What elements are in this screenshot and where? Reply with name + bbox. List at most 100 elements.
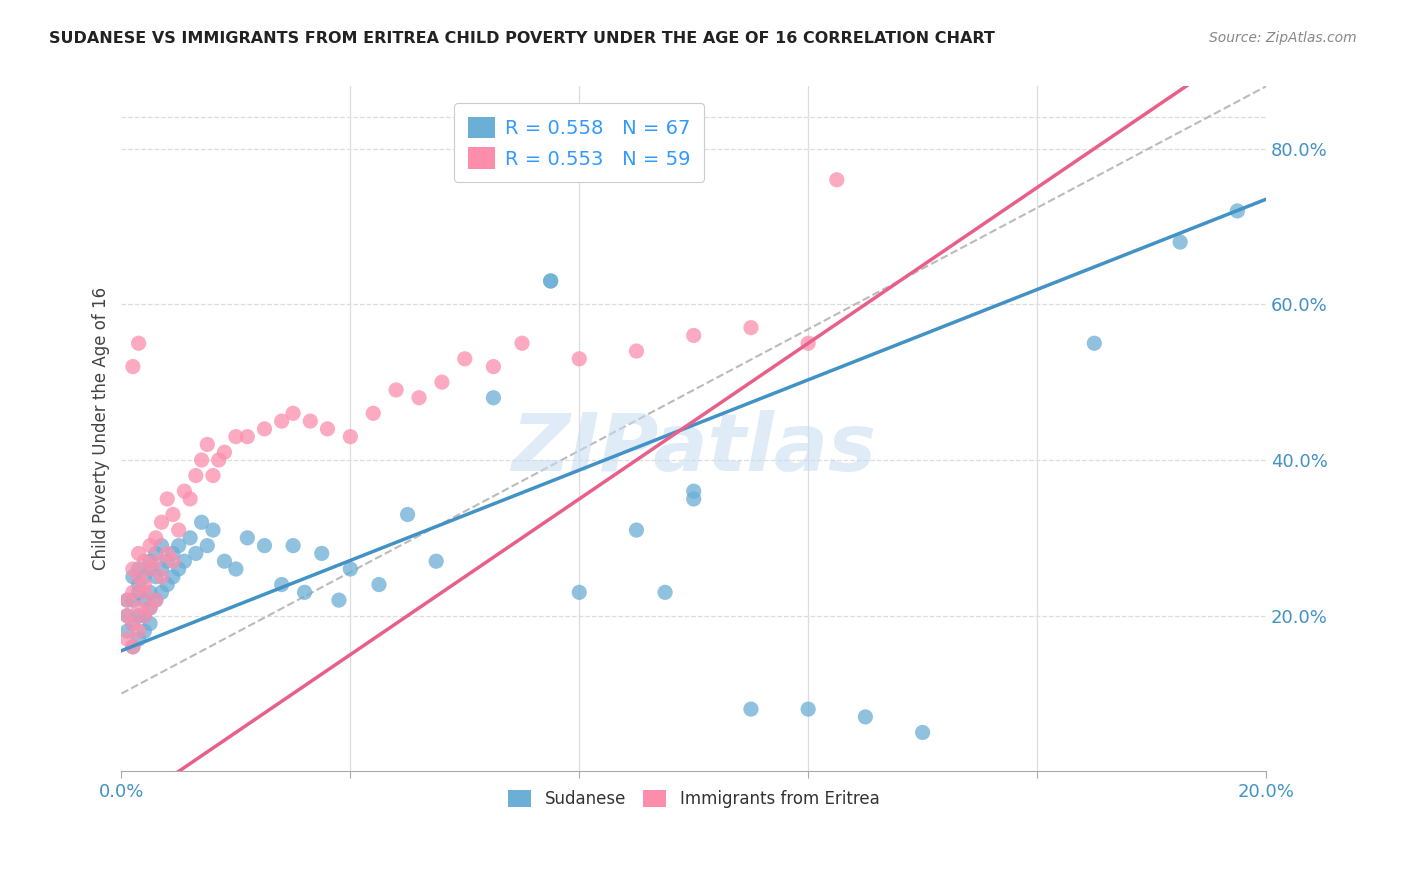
Point xyxy=(122,359,145,374)
Point xyxy=(134,554,156,568)
Point xyxy=(1226,203,1249,218)
Point xyxy=(162,554,184,568)
Point xyxy=(797,336,820,351)
Point xyxy=(236,531,259,545)
Point xyxy=(156,577,179,591)
Point xyxy=(270,577,292,591)
Point xyxy=(454,351,477,366)
Point xyxy=(122,585,145,599)
Point xyxy=(225,430,247,444)
Y-axis label: Child Poverty Under the Age of 16: Child Poverty Under the Age of 16 xyxy=(93,287,110,570)
Point xyxy=(115,593,138,607)
Point xyxy=(128,336,150,351)
Point xyxy=(339,430,361,444)
Point xyxy=(139,601,162,615)
Point xyxy=(740,702,762,716)
Point xyxy=(214,554,236,568)
Point xyxy=(179,531,201,545)
Point xyxy=(626,523,648,537)
Point xyxy=(122,616,145,631)
Point xyxy=(128,608,150,623)
Point xyxy=(482,391,505,405)
Point xyxy=(128,624,150,639)
Point xyxy=(156,554,179,568)
Point xyxy=(139,554,162,568)
Point xyxy=(139,539,162,553)
Point xyxy=(911,725,934,739)
Point xyxy=(128,570,150,584)
Point xyxy=(682,328,704,343)
Point xyxy=(682,491,704,506)
Point xyxy=(361,406,384,420)
Point xyxy=(145,531,167,545)
Point xyxy=(167,562,190,576)
Point xyxy=(328,593,350,607)
Point xyxy=(184,546,207,560)
Point xyxy=(270,414,292,428)
Point xyxy=(339,562,361,576)
Point xyxy=(139,616,162,631)
Point xyxy=(173,554,195,568)
Point xyxy=(311,546,333,560)
Point xyxy=(134,608,156,623)
Point xyxy=(122,593,145,607)
Point xyxy=(150,562,173,576)
Text: SUDANESE VS IMMIGRANTS FROM ERITREA CHILD POVERTY UNDER THE AGE OF 16 CORRELATIO: SUDANESE VS IMMIGRANTS FROM ERITREA CHIL… xyxy=(49,31,995,46)
Point xyxy=(236,430,259,444)
Point xyxy=(299,414,322,428)
Point xyxy=(201,468,224,483)
Point xyxy=(139,562,162,576)
Point xyxy=(425,554,447,568)
Point xyxy=(134,570,156,584)
Point xyxy=(568,585,591,599)
Point xyxy=(139,585,162,599)
Text: ZIPatlas: ZIPatlas xyxy=(512,410,876,489)
Point xyxy=(156,546,179,560)
Point xyxy=(568,351,591,366)
Point xyxy=(115,593,138,607)
Point xyxy=(128,546,150,560)
Point xyxy=(855,710,877,724)
Point xyxy=(150,539,173,553)
Point xyxy=(1168,235,1191,249)
Point xyxy=(128,577,150,591)
Point xyxy=(316,422,339,436)
Point xyxy=(150,585,173,599)
Point xyxy=(195,539,218,553)
Legend: Sudanese, Immigrants from Eritrea: Sudanese, Immigrants from Eritrea xyxy=(502,783,886,814)
Point xyxy=(128,562,150,576)
Point xyxy=(162,508,184,522)
Point xyxy=(385,383,408,397)
Point xyxy=(408,391,430,405)
Point xyxy=(253,539,276,553)
Point xyxy=(115,608,138,623)
Point xyxy=(134,577,156,591)
Point xyxy=(122,640,145,654)
Point xyxy=(167,539,190,553)
Point xyxy=(134,593,156,607)
Point xyxy=(190,453,212,467)
Point xyxy=(740,320,762,334)
Point xyxy=(128,585,150,599)
Point xyxy=(208,453,231,467)
Point xyxy=(368,577,391,591)
Point xyxy=(281,406,304,420)
Point xyxy=(482,359,505,374)
Point xyxy=(253,422,276,436)
Point xyxy=(214,445,236,459)
Point xyxy=(540,274,562,288)
Point xyxy=(150,570,173,584)
Point xyxy=(145,546,167,560)
Point xyxy=(122,562,145,576)
Point xyxy=(654,585,676,599)
Point xyxy=(167,523,190,537)
Point xyxy=(201,523,224,537)
Point xyxy=(115,624,138,639)
Point xyxy=(122,570,145,584)
Point xyxy=(128,632,150,646)
Point xyxy=(145,570,167,584)
Point xyxy=(281,539,304,553)
Point xyxy=(162,546,184,560)
Point xyxy=(145,554,167,568)
Point xyxy=(510,336,533,351)
